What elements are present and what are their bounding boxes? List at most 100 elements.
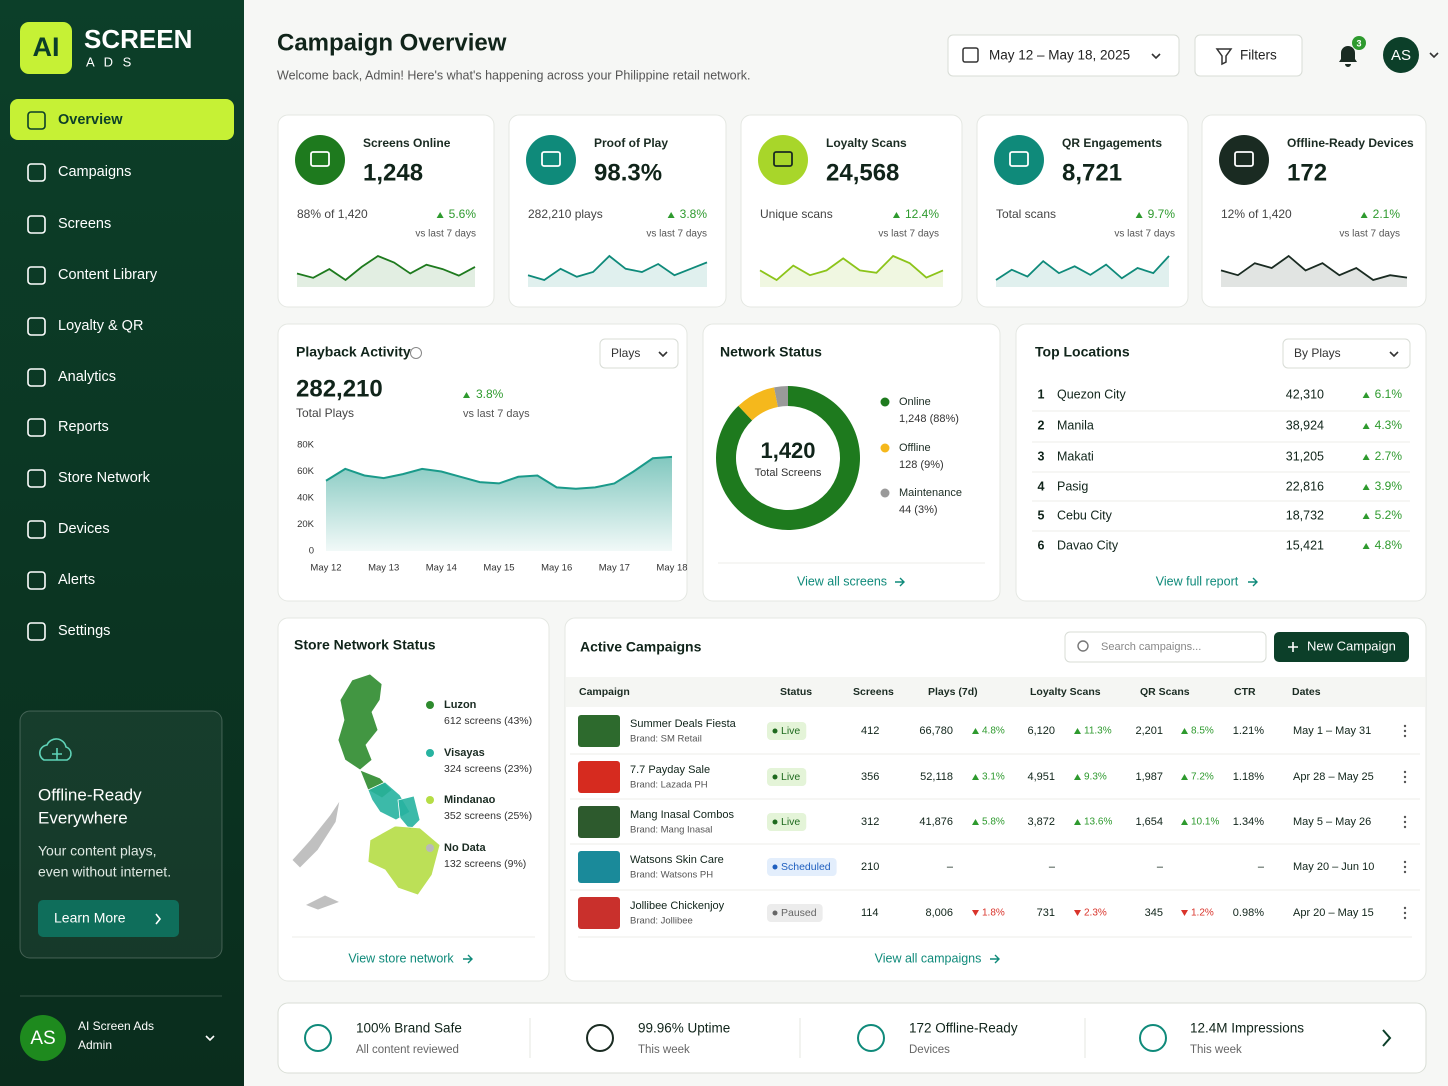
kpi-icon [295,135,345,185]
label: 5.6% [449,207,477,221]
stat-icon [586,1024,614,1052]
arrow [895,577,905,587]
column-header: Plays (7d) [928,686,978,698]
label: View store network [348,951,454,965]
nav-label: Settings [58,623,110,639]
trend-icon [1362,392,1370,398]
map-region [304,894,342,911]
label: 6,120 [1027,725,1055,737]
chevron [1389,351,1399,358]
sparkline-area [1221,256,1407,287]
nav-item[interactable]: Reports [27,418,109,437]
notifications[interactable]: 3 [1339,36,1366,67]
line [325,455,673,490]
label: vs last 7 days [1114,229,1175,240]
nav-item[interactable]: Content Library [27,266,158,285]
label: 412 [861,725,879,737]
label: 3 [1356,38,1361,48]
x-tick-label: May 14 [426,563,457,574]
map-region [397,795,421,831]
next-button[interactable] [1382,1029,1392,1047]
legend-label: Luzon [444,699,477,711]
label: 4.8% [1375,538,1403,552]
nav-item[interactable]: Analytics [27,368,116,387]
user-menu[interactable]: AS AI Screen Ads Admin [20,1015,215,1061]
label: May 1 – May 31 [1293,725,1371,737]
row-menu[interactable] [1403,815,1407,829]
label: 356 [861,771,879,783]
label: Apr 20 – May 15 [1293,907,1374,919]
label: vs last 7 days [415,229,476,240]
link[interactable]: View store network [348,951,454,965]
label: 88% of 1,420 [297,207,368,221]
link[interactable]: View full report [1156,574,1239,588]
kebab-dot [1403,770,1407,774]
promo-box [19,710,223,959]
label: 114 [861,907,879,919]
y-tick-label: 0 [309,546,314,557]
label: Quezon City [1057,387,1127,401]
nav-item[interactable]: Settings [27,622,110,641]
kpi-icon [758,135,808,185]
date-picker[interactable]: May 12 – May 18, 2025 [947,34,1180,77]
trend-icon [1074,819,1081,825]
label: 5 [1038,508,1045,522]
sparkline-area [760,256,943,287]
label: 2,201 [1135,725,1163,737]
label: 3.8% [680,207,708,221]
column-header: Campaign [579,686,630,698]
row-menu[interactable] [1403,770,1407,784]
label: 3 [1038,449,1045,463]
row-menu[interactable] [1403,724,1407,738]
card-title: Store Network Status [294,637,436,653]
label: Learn More [54,910,126,926]
label: Loyalty Scans [826,136,907,150]
nav-label: Loyalty & QR [58,318,143,334]
table-row: Summer Deals Fiesta Brand: SM Retail Live 4… [578,715,1371,747]
label: Unique scans [760,207,833,221]
label: 9.3% [1084,772,1107,783]
trend-icon [1360,212,1368,218]
nav-item[interactable]: Campaigns [27,163,131,182]
label: 7.2% [1191,772,1214,783]
nav-item[interactable]: Screens [27,215,111,234]
trend-icon [1181,774,1188,780]
logo: AI [33,32,60,62]
plays-select[interactable]: Plays [599,338,679,369]
sparkline-area [528,256,707,287]
legend-value: 352 screens (25%) [444,810,532,822]
filters-button[interactable]: Filters [1194,34,1303,77]
label: By Plays [1294,346,1341,360]
label: 731 [1037,907,1055,919]
kebab-dot [1403,815,1407,819]
nav-item[interactable]: Alerts [27,571,95,590]
sparkline [527,254,708,281]
label: Pasig [1057,479,1088,493]
sort-select[interactable]: By Plays [1282,338,1411,369]
search-input[interactable]: Search campaigns... [1064,631,1267,663]
label: 4.3% [1375,418,1403,432]
button-bg [1274,632,1409,662]
link[interactable]: View all campaigns [875,951,982,965]
label: 6 [1038,538,1045,552]
account-menu[interactable]: AS [1383,37,1439,73]
nav-item[interactable]: Loyalty & QR [27,317,143,336]
row-menu[interactable] [1403,906,1407,920]
nav-item[interactable]: Overview [10,99,234,140]
status: Live [781,771,800,783]
nav-label: Screens [58,216,111,232]
label: AS [30,1028,55,1049]
learn-more-button[interactable]: Learn More [38,900,179,937]
nav-item[interactable]: Store Network [27,469,151,488]
select-bg [599,338,679,369]
column-header: Screens [853,686,894,698]
map-region [367,825,441,896]
link[interactable]: View all screens [797,574,887,588]
new-campaign-button[interactable]: New Campaign [1274,632,1409,662]
kpi-value: 8,721 [1062,159,1122,186]
row-menu[interactable] [1403,860,1407,874]
nav-item[interactable]: Devices [27,520,110,539]
chevron [155,913,162,925]
label: 3,872 [1027,816,1055,828]
badge [1352,36,1366,50]
